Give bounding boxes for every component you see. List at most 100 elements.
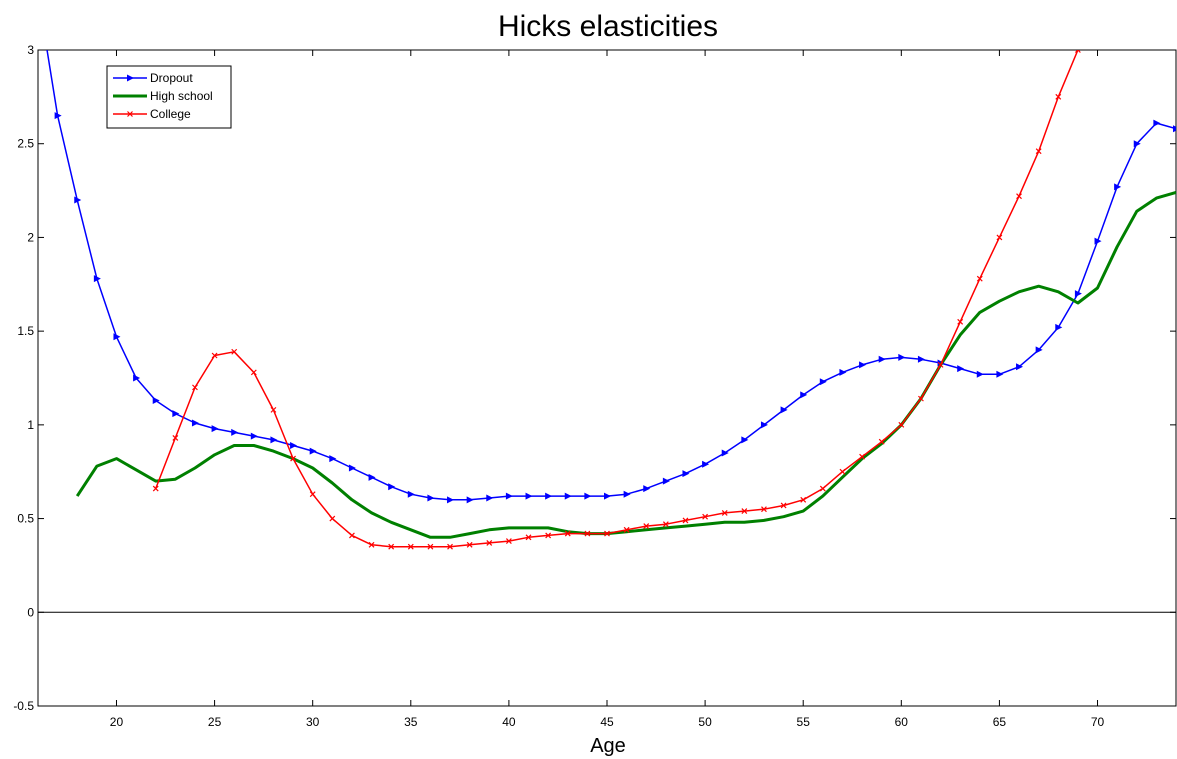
marker — [93, 275, 101, 283]
marker — [643, 485, 651, 493]
y-tick-label: 3 — [27, 43, 34, 57]
marker — [329, 515, 336, 522]
marker — [231, 348, 238, 355]
marker — [702, 513, 709, 520]
marker — [662, 477, 670, 485]
marker — [1114, 183, 1122, 191]
marker — [486, 540, 493, 546]
marker — [682, 517, 689, 524]
marker — [368, 541, 375, 548]
marker — [309, 491, 316, 498]
marker — [1016, 193, 1022, 200]
marker — [545, 492, 553, 500]
marker — [172, 435, 179, 441]
marker — [447, 496, 455, 504]
marker — [780, 406, 788, 414]
marker — [643, 523, 650, 529]
marker — [702, 460, 710, 468]
marker — [761, 506, 767, 513]
marker — [231, 428, 239, 436]
marker — [682, 470, 690, 478]
marker — [211, 425, 219, 433]
marker — [918, 395, 924, 402]
marker — [525, 534, 532, 541]
marker — [172, 410, 180, 418]
marker — [152, 485, 159, 492]
marker — [1055, 323, 1063, 331]
marker — [584, 530, 591, 537]
marker — [937, 361, 944, 368]
marker — [447, 543, 453, 550]
marker — [721, 449, 729, 457]
marker — [996, 370, 1004, 378]
marker — [721, 510, 728, 516]
marker — [505, 538, 512, 544]
plot-frame — [37, 49, 1177, 707]
marker — [250, 369, 257, 376]
y-tick-label: -0.5 — [13, 699, 34, 713]
marker — [309, 447, 317, 455]
marker — [368, 473, 376, 481]
x-tick-label: 55 — [797, 715, 811, 729]
marker — [407, 490, 415, 498]
y-tick-label: 0.5 — [17, 512, 34, 526]
marker — [466, 541, 473, 548]
legend-label: High school — [150, 89, 213, 103]
marker — [839, 368, 847, 376]
marker — [388, 483, 396, 491]
marker — [819, 485, 826, 492]
x-tick-label: 65 — [993, 715, 1007, 729]
series-line — [75, 190, 1176, 539]
x-tick-label: 40 — [502, 715, 516, 729]
marker — [486, 494, 494, 502]
y-tick-label: 2 — [27, 230, 34, 244]
x-axis-label: Age — [590, 735, 626, 757]
marker — [1035, 346, 1043, 354]
y-tick-label: 1 — [27, 418, 34, 432]
marker — [800, 391, 808, 399]
marker — [1074, 50, 1081, 53]
marker — [427, 494, 435, 502]
marker — [996, 234, 1003, 241]
marker — [623, 526, 630, 533]
marker — [741, 508, 748, 514]
x-tick-label: 70 — [1091, 715, 1105, 729]
marker — [859, 453, 865, 460]
marker — [525, 492, 533, 500]
marker — [466, 496, 474, 504]
marker — [427, 543, 434, 550]
marker — [545, 532, 552, 539]
plot-area — [46, 50, 1176, 550]
marker — [407, 543, 414, 550]
x-tick-label: 45 — [600, 715, 614, 729]
marker — [1153, 119, 1161, 127]
marker — [976, 275, 983, 282]
marker — [898, 421, 905, 428]
marker — [741, 436, 749, 444]
y-tick-label: 1.5 — [17, 324, 34, 338]
marker — [957, 318, 964, 325]
x-tick-label: 60 — [895, 715, 909, 729]
marker — [917, 355, 925, 363]
marker — [290, 455, 296, 462]
x-tick-label: 35 — [404, 715, 418, 729]
marker — [800, 496, 807, 503]
marker — [127, 111, 133, 117]
marker — [780, 502, 787, 509]
marker — [1094, 237, 1102, 245]
marker — [819, 378, 827, 386]
legend-label: College — [150, 107, 191, 121]
marker — [976, 370, 984, 378]
marker — [127, 74, 134, 82]
marker — [760, 421, 768, 429]
marker — [250, 432, 258, 440]
marker — [388, 543, 395, 550]
marker — [505, 492, 513, 500]
marker — [270, 406, 277, 413]
marker — [957, 365, 965, 373]
marker — [290, 441, 298, 449]
marker — [74, 196, 82, 204]
legend-label: Dropout — [150, 71, 193, 85]
marker — [1016, 363, 1024, 371]
